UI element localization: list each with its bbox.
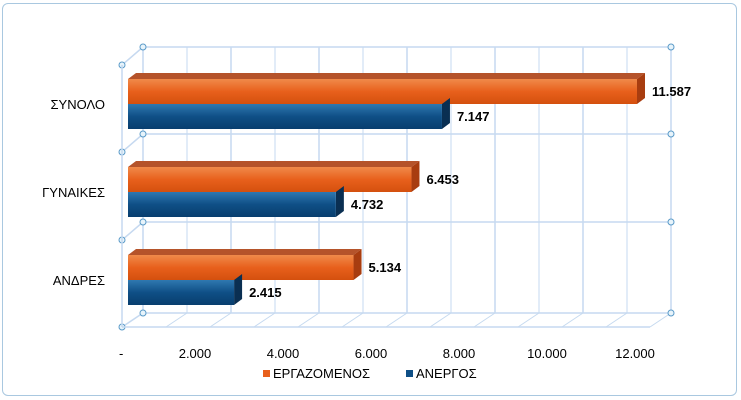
bar-top: [128, 73, 645, 79]
gridline-floor: [649, 312, 672, 328]
bar-employed: [128, 167, 412, 192]
gridline-floor: [209, 312, 232, 328]
gridline-floor: [605, 312, 628, 328]
gridline-floor: [473, 312, 496, 328]
grid-handle: [667, 130, 675, 138]
bar-top: [128, 161, 420, 167]
x-tick-label: -: [119, 346, 123, 361]
gridline-floor: [297, 312, 320, 328]
x-tick-label: 10.000: [527, 346, 567, 361]
x-tick-label: 4.000: [267, 346, 300, 361]
category-label: ΣΥΝΟΛΟ: [51, 97, 106, 112]
bar-side: [637, 73, 645, 104]
category-label: ΓΥΝΑΙΚΕΣ: [42, 185, 105, 200]
grid-handle: [139, 43, 147, 51]
legend-label: ΑΝΕΡΓΟΣ: [416, 366, 477, 381]
gridline-floor: [253, 312, 276, 328]
gridline-floor: [561, 312, 584, 328]
gridline-floor: [341, 312, 364, 328]
grid-handle: [667, 309, 675, 317]
bar-side: [353, 249, 362, 280]
x-tick-label: 2.000: [179, 346, 212, 361]
grid-handle: [139, 218, 147, 226]
gridline-side: [121, 46, 144, 66]
bar-side: [234, 274, 243, 305]
grid-handle: [667, 218, 675, 226]
x-tick-label: 8.000: [443, 346, 476, 361]
category-label: ΑΝΔΡΕΣ: [53, 273, 105, 288]
grid-handle: [139, 309, 147, 317]
bars: [128, 73, 645, 305]
x-tick-label: 12.000: [615, 346, 655, 361]
legend-swatch: [263, 370, 270, 377]
data-label: 7.147: [457, 109, 490, 124]
bar-employed: [128, 79, 637, 104]
gridline-floor: [429, 312, 452, 328]
bar-side: [411, 161, 420, 192]
gridline-side: [121, 133, 144, 153]
chart-frame[interactable]: [2, 3, 737, 396]
gridline-side: [121, 221, 144, 241]
bar-top: [128, 249, 362, 255]
grid-handle: [667, 43, 675, 51]
bar-unemployed: [128, 280, 235, 305]
gridline-floor: [517, 312, 540, 328]
gridline-floor: [385, 312, 408, 328]
bar-unemployed: [128, 192, 336, 217]
legend-label: ΕΡΓΑΖΟΜΕΝΟΣ: [273, 366, 370, 381]
data-label: 4.732: [351, 197, 384, 212]
grid-handle: [139, 130, 147, 138]
legend-swatch: [406, 370, 413, 377]
data-label: 6.453: [426, 172, 459, 187]
data-label: 2.415: [249, 285, 282, 300]
labels: ΣΥΝΟΛΟ 11.587 7.147 ΓΥΝΑΙΚΕΣ 6.453 4.732 ΑΝΔΡΕ…: [42, 84, 691, 381]
gridline-side: [121, 312, 144, 328]
bar-unemployed: [128, 104, 442, 129]
bar-side: [441, 98, 450, 129]
bar-side: [335, 186, 344, 217]
data-label: 5.134: [369, 260, 402, 275]
x-tick-label: 6.000: [355, 346, 388, 361]
gridline-floor: [165, 312, 188, 328]
data-label: 11.587: [652, 84, 691, 99]
